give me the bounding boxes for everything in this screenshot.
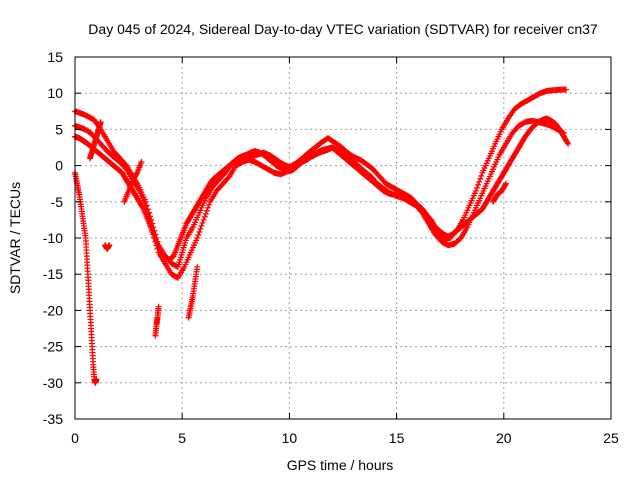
y-tick-label: 15 — [47, 49, 63, 65]
data-point — [225, 174, 232, 181]
data-point — [206, 201, 212, 208]
data-point — [476, 178, 483, 185]
y-tick-label: -35 — [43, 411, 63, 427]
x-tick-label: 25 — [603, 430, 619, 446]
data-point — [93, 376, 100, 383]
data-point — [201, 213, 208, 220]
data-point — [202, 210, 209, 217]
data-point — [204, 204, 211, 211]
y-tick-label: 10 — [47, 85, 63, 101]
x-tick-label: 20 — [496, 430, 512, 446]
data-point — [194, 263, 201, 270]
data-point — [203, 207, 210, 214]
data-point — [106, 242, 113, 249]
y-tick-label: 0 — [55, 158, 63, 174]
x-axis-title: GPS time / hours — [287, 457, 394, 473]
y-tick-label: -15 — [43, 266, 63, 282]
data-point — [195, 231, 202, 238]
x-tick-label: 0 — [71, 430, 79, 446]
data-point — [199, 219, 206, 226]
y-tick-label: -25 — [43, 339, 63, 355]
tick-layer: 0 5 10 15 20 25 -35 -30 -25 -20 -15 -10 -5 0 5 10 15 — [43, 49, 619, 446]
data-point — [502, 181, 509, 188]
data-point — [564, 139, 571, 146]
series-arc-1 — [72, 86, 569, 270]
data-point — [478, 172, 485, 179]
data-point — [200, 216, 207, 223]
data-point — [122, 165, 129, 172]
y-tick-label: -5 — [51, 194, 64, 210]
data-point — [474, 184, 480, 191]
series-arc-3 — [72, 115, 572, 263]
y-tick-label: 5 — [55, 121, 63, 137]
data-point — [477, 175, 484, 182]
series-arc-5 — [102, 242, 201, 339]
data-point — [562, 86, 569, 93]
points-layer — [72, 86, 572, 386]
data-point — [475, 181, 482, 188]
data-point — [155, 303, 162, 310]
data-point — [97, 119, 104, 126]
chart-title: Day 045 of 2024, Sidereal Day-to-day VTE… — [88, 21, 598, 37]
data-point — [565, 140, 572, 147]
data-point — [133, 171, 140, 178]
y-tick-label: -10 — [43, 230, 63, 246]
series-arc-6 — [87, 119, 509, 205]
data-point — [138, 158, 145, 165]
data-point — [198, 222, 205, 229]
series-arc-4 — [72, 169, 100, 386]
y-tick-label: -30 — [43, 375, 63, 391]
data-point — [196, 228, 203, 235]
data-point — [197, 225, 204, 232]
data-point — [194, 235, 201, 241]
x-tick-label: 15 — [389, 430, 405, 446]
data-point — [139, 204, 146, 211]
grid-layer — [75, 57, 611, 419]
x-tick-label: 5 — [178, 430, 186, 446]
data-point — [472, 187, 479, 194]
x-tick-label: 10 — [282, 430, 298, 446]
y-tick-label: -20 — [43, 302, 63, 318]
y-axis-title: SDTVAR / TECUs — [7, 182, 23, 294]
data-point — [502, 180, 509, 187]
